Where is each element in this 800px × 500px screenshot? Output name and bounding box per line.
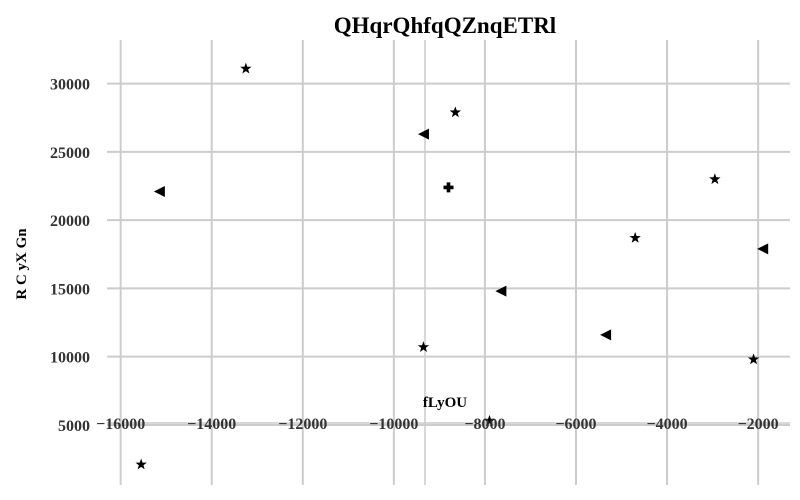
data-points <box>135 62 769 470</box>
x-tick-label: −14000 <box>187 416 236 433</box>
x-tick-label: −6000 <box>555 416 596 433</box>
data-point-star <box>483 414 496 426</box>
y-tick-label: 30000 <box>50 77 90 94</box>
data-point-star <box>135 458 147 470</box>
data-point-triangle-left <box>153 186 165 198</box>
x-tick-label: −2000 <box>738 416 779 433</box>
y-tick-label: 25000 <box>50 145 90 162</box>
y-tick-label: 15000 <box>50 281 90 298</box>
grid <box>107 40 790 485</box>
y-axis-label: R C yX Gn <box>14 228 30 300</box>
data-point-triangle-left <box>600 329 612 341</box>
x-tick-label: −4000 <box>646 416 687 433</box>
x-tick-label: −12000 <box>278 416 327 433</box>
x-tick-label: −16000 <box>96 416 145 433</box>
data-point-star <box>449 106 462 118</box>
y-tick-label: 5000 <box>58 418 90 435</box>
tick-labels: −16000 −14000 −12000 −10000 −8000 −6000 −4000 −… <box>50 77 779 435</box>
data-point-star <box>417 341 430 352</box>
data-point-plus <box>443 182 454 193</box>
chart-title: QHqrQhfqQZnqETRl <box>334 13 556 38</box>
x-tick-label: −8000 <box>464 416 505 433</box>
data-point-triangle-left <box>495 285 507 297</box>
data-point-star <box>240 62 252 74</box>
data-point-star <box>747 353 760 365</box>
data-point-star <box>629 231 641 243</box>
axes <box>107 40 790 485</box>
y-tick-label: 10000 <box>50 350 90 367</box>
y-tick-label: 20000 <box>50 213 90 230</box>
data-point-triangle-left <box>417 128 429 140</box>
data-point-triangle-left <box>757 243 769 255</box>
x-axis-label: fLyOU <box>423 395 467 411</box>
x-tick-label: −10000 <box>369 416 418 433</box>
data-point-star <box>709 173 721 185</box>
